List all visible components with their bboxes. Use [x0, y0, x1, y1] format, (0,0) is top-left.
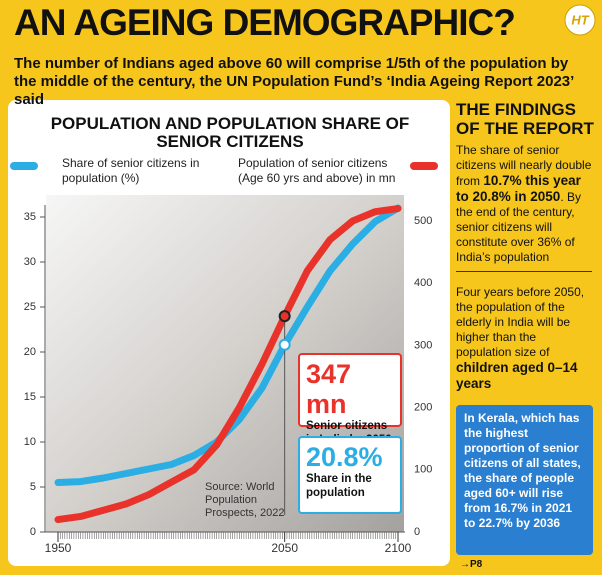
y-tick-label: 15: [24, 391, 36, 403]
population-callout: 347 mn Senior citizens in India by 2050: [298, 353, 402, 446]
legend-swatch: [10, 162, 38, 170]
sidebar-heading: THE FINDINGS OF THE REPORT: [456, 100, 594, 138]
highlight-point: [278, 310, 291, 323]
y2-tick-label: 0: [414, 526, 420, 538]
callout-text: Share in the population: [306, 473, 372, 499]
chart-title: POPULATION AND POPULATION SHARE OF SENIO…: [50, 114, 410, 151]
y-tick-label: 30: [24, 256, 36, 268]
y-tick-label: 0: [30, 526, 36, 538]
y2-tick-label: 300: [414, 339, 432, 351]
series-line: [54, 205, 402, 524]
y2-tick-label: 200: [414, 402, 432, 414]
logo-circle: [564, 4, 596, 36]
logo: HT: [571, 12, 589, 27]
subtitle: The number of Indians aged above 60 will…: [14, 55, 574, 108]
callout-value: 347 mn: [306, 359, 352, 419]
y-tick-label: 20: [24, 346, 36, 358]
x-tick-label: 2050: [271, 541, 298, 555]
y-tick-label: 35: [24, 211, 36, 223]
y2-tick-label: 400: [414, 277, 432, 289]
text: Four years before 2050, the population o…: [456, 285, 585, 359]
y-tick-label: 5: [30, 481, 36, 493]
share-callout: 20.8% Share in the population: [298, 436, 402, 514]
title: AN AGEING DEMOGRAPHIC?: [14, 2, 516, 43]
text: The share of senior citizens will nearly…: [456, 143, 592, 188]
page-ref: →P8: [460, 559, 483, 570]
legend-swatch: [410, 162, 438, 170]
x-tick-label: 1950: [45, 541, 72, 555]
sidebar-paragraph: The share of senior citizens will nearly…: [456, 143, 592, 272]
text: . By the end of the century, senior citi…: [456, 190, 581, 264]
highlight: 10.7% this year to 20.8% in 2050: [456, 173, 581, 204]
y-tick-label: 25: [24, 301, 36, 313]
highlight-point: [278, 338, 291, 351]
x-tick-label: 2100: [385, 541, 412, 555]
y2-tick-label: 100: [414, 464, 432, 476]
legend-label: Population of senior citizens (Age 60 yr…: [238, 156, 396, 185]
sidebar-paragraph: Four years before 2050, the population o…: [456, 285, 592, 392]
callout-value: 20.8%: [306, 442, 383, 472]
kerala-box: In Kerala, which has the highest proport…: [456, 405, 593, 555]
highlight: children aged 0–14 years: [456, 360, 578, 391]
source: Source: World Population Prospects, 2022: [205, 481, 285, 519]
y2-tick-label: 500: [414, 215, 432, 227]
y-tick-label: 10: [24, 436, 36, 448]
legend-label: Share of senior citizens in population (…: [62, 156, 200, 185]
